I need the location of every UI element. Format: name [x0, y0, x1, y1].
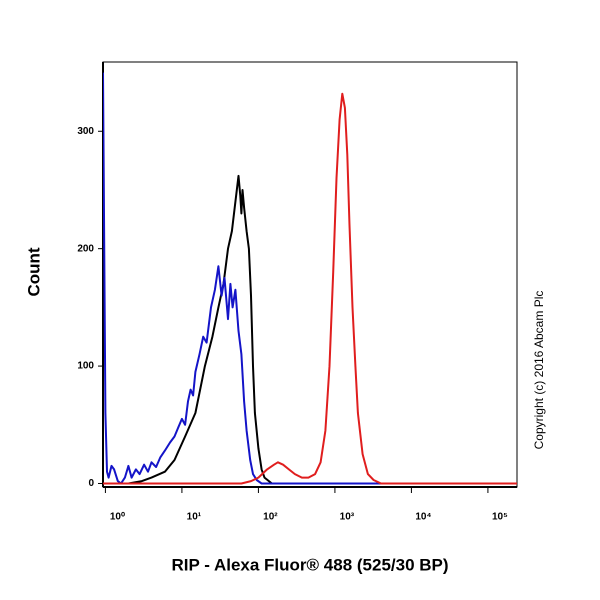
series-line — [103, 92, 517, 485]
y-tick-label: 200 — [77, 243, 94, 254]
x-tick-label: 10⁰ — [110, 512, 125, 523]
y-axis-title: Count — [24, 247, 43, 296]
x-tick-label: 10⁴ — [415, 512, 431, 523]
plot-frame — [102, 61, 518, 488]
series-line — [103, 72, 517, 485]
x-tick-label: 10³ — [340, 512, 355, 523]
x-tick-label: 10⁵ — [492, 512, 508, 523]
x-axis-title: RIP - Alexa Fluor® 488 (525/30 BP) — [171, 555, 448, 574]
x-tick-label: 10² — [263, 512, 278, 523]
copyright: Copyright (c) 2016 Abcam Plc — [532, 291, 546, 450]
y-tick-label: 300 — [77, 126, 94, 137]
series-line — [103, 174, 517, 485]
y-tick-label: 100 — [77, 361, 94, 372]
y-tick-label: 0 — [88, 478, 94, 489]
x-tick-label: 10¹ — [187, 512, 202, 523]
